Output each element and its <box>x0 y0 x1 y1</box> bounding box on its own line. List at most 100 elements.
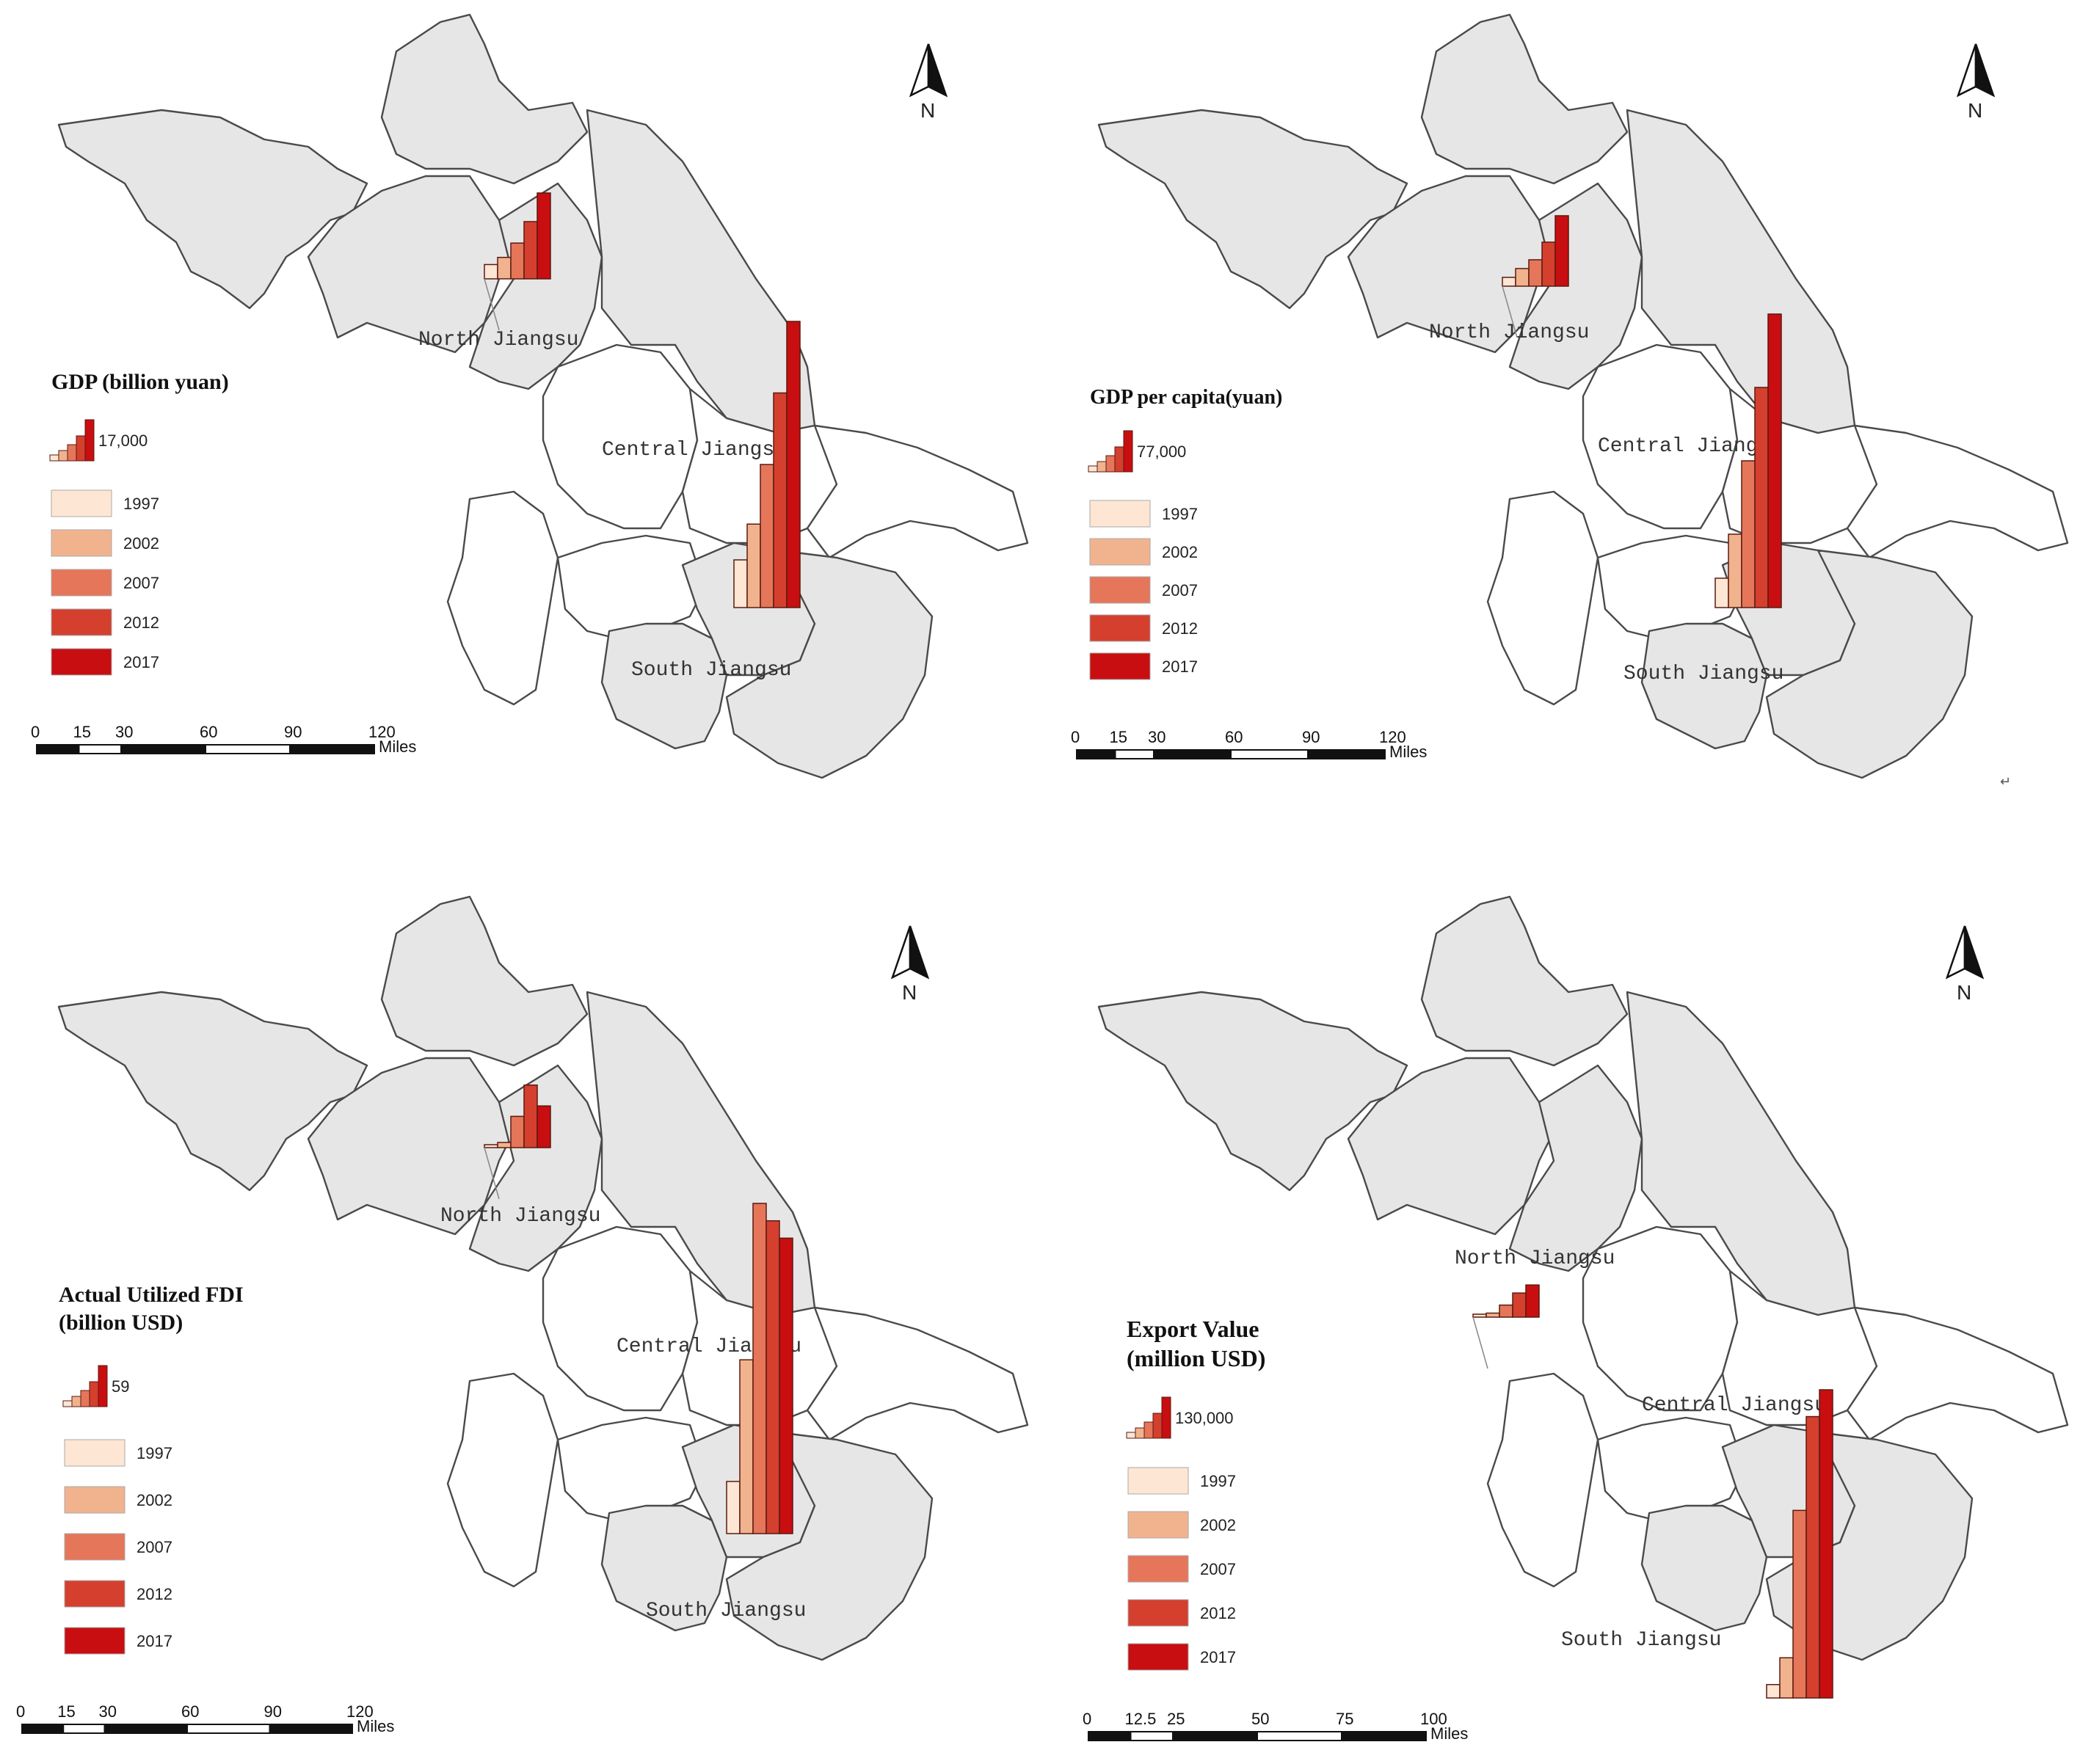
bar-1997 <box>1766 1683 1781 1699</box>
bar-2002 <box>739 1359 754 1534</box>
leader-line <box>1472 1316 1488 1369</box>
region-changzhou <box>1640 622 1768 750</box>
bar-group-south-jiangsu <box>1766 1389 1833 1699</box>
legend-icon-bar <box>71 1396 81 1407</box>
legend-icon-bar <box>1114 446 1124 473</box>
legend-icon-bar <box>1097 461 1107 473</box>
bar-group-south-jiangsu <box>733 321 801 608</box>
scale-tick-label: 75 <box>1336 1710 1353 1728</box>
region-nanjing <box>446 490 559 706</box>
region-label-central-jiangsu: Central Jiangsu <box>1598 435 1783 458</box>
bar-2007 <box>752 1203 767 1534</box>
legend-year-label: 2007 <box>123 574 159 592</box>
region-label-north-jiangsu: North Jiangsu <box>1429 321 1589 344</box>
legend-icon-bar <box>1161 1396 1171 1439</box>
legend-size-icon <box>1088 430 1133 473</box>
legend-icon-bar <box>49 454 59 462</box>
map-panel-gdp: North Jiangsu Central Jiangsu South Jiangs… <box>0 0 1040 882</box>
bar-group-south-jiangsu <box>726 1203 793 1534</box>
scale-tick-label: 15 <box>73 723 91 741</box>
region-label-north-jiangsu: North Jiangsu <box>418 329 578 351</box>
legend-swatch-2012 <box>51 608 112 636</box>
region-suzhou <box>1765 549 1974 779</box>
legend-title: Actual Utilized FDI <box>59 1283 244 1307</box>
legend-year-label: 2002 <box>1162 543 1198 561</box>
scale-tick-label: 12.5 <box>1125 1710 1157 1728</box>
legend-swatch-2007 <box>1089 576 1151 604</box>
scale-unit-label: Miles <box>1389 743 1427 761</box>
scale-tick-label: 90 <box>1302 728 1320 746</box>
legend-year-label: 2017 <box>123 653 159 671</box>
region-lianyungang <box>1420 13 1629 185</box>
legend-title: GDP per capita(yuan) <box>1090 386 1282 409</box>
bar-2017 <box>1525 1284 1540 1318</box>
legend-year-label: 1997 <box>123 495 159 513</box>
scale-tick-label: 0 <box>1071 728 1080 746</box>
bar-2007 <box>510 242 525 280</box>
north-arrow-label: N <box>920 99 935 122</box>
region-xuzhou <box>57 991 368 1192</box>
legend-year-label: 1997 <box>1162 505 1198 523</box>
legend-icon-bar <box>80 1390 90 1407</box>
region-label-south-jiangsu: South Jiangsu <box>1623 663 1783 685</box>
legend-swatch-2012 <box>1089 614 1151 642</box>
scale-tick-label: 25 <box>1167 1710 1185 1728</box>
region-lianyungang <box>1420 895 1629 1067</box>
scale-tick-label: 120 <box>1379 728 1406 746</box>
north-arrow-label: N <box>1957 981 1971 1004</box>
scale-tick-label: 60 <box>200 723 217 741</box>
legend-year-label: 1997 <box>137 1444 172 1462</box>
bar-1997 <box>733 559 748 608</box>
bar-2012 <box>523 1084 538 1148</box>
legend-icon-bar <box>1123 430 1133 473</box>
scale-tick-label: 30 <box>99 1702 117 1721</box>
legend-year-label: 2017 <box>1162 657 1198 676</box>
region-label-south-jiangsu: South Jiangsu <box>631 659 791 682</box>
bar-2017 <box>786 321 801 608</box>
north-arrow-label: N <box>902 981 917 1004</box>
bar-group-south-jiangsu <box>1714 313 1782 608</box>
scale-tick-label: 120 <box>368 723 396 741</box>
bar-2012 <box>1541 241 1556 287</box>
bar-2007 <box>1528 259 1543 287</box>
region-nantong <box>806 1306 1029 1441</box>
bar-1997 <box>484 1144 498 1148</box>
region-suzhou <box>725 1431 934 1661</box>
map-svg: North Jiangsu Central Jiangsu South Jiangs… <box>31 13 1029 779</box>
bar-2012 <box>1512 1292 1527 1318</box>
legend-icon-bar <box>89 1381 99 1407</box>
legend-title: (million USD) <box>1127 1345 1265 1371</box>
stray-return-mark: ↵ <box>2000 774 2012 789</box>
bar-2007 <box>510 1115 525 1148</box>
scale-tick-label: 60 <box>181 1702 199 1721</box>
bar-group-north-jiangsu <box>1472 1284 1540 1369</box>
scale-tick-label: 15 <box>1110 728 1127 746</box>
bar-1997 <box>726 1481 741 1534</box>
region-label-south-jiangsu: South Jiangsu <box>646 1600 806 1622</box>
legend-swatch-1997 <box>1127 1467 1189 1495</box>
legend-icon-bar <box>1088 465 1098 473</box>
bar-2007 <box>1741 460 1756 608</box>
bar-2002 <box>1779 1657 1794 1699</box>
legend-title: Export Value <box>1127 1316 1259 1342</box>
bar-2002 <box>746 523 761 608</box>
legend-year-label: 2007 <box>1162 581 1198 599</box>
legend-swatch-1997 <box>64 1439 126 1467</box>
scale-tick-label: 50 <box>1251 1710 1269 1728</box>
bar-1997 <box>484 263 498 280</box>
scale-tick-label: 90 <box>264 1702 282 1721</box>
region-label-north-jiangsu: North Jiangsu <box>1455 1247 1615 1270</box>
region-yangzhou <box>1582 343 1739 530</box>
scale-tick-label: 60 <box>1225 728 1243 746</box>
legend-swatch-2007 <box>1127 1555 1189 1583</box>
north-arrow-icon <box>1945 925 1985 980</box>
legend-icon-bar <box>62 1400 73 1407</box>
map-panel-gdp_per_capita: North Jiangsu Central Jiangsu South Jiangs… <box>1040 0 2080 882</box>
legend-year-label: 2002 <box>123 534 159 553</box>
bar-2017 <box>779 1237 793 1534</box>
legend-year-label: 2012 <box>1162 619 1198 638</box>
legend-swatch-2002 <box>1127 1511 1189 1539</box>
legend-swatch-2017 <box>51 648 112 676</box>
bar-2002 <box>1515 268 1530 287</box>
